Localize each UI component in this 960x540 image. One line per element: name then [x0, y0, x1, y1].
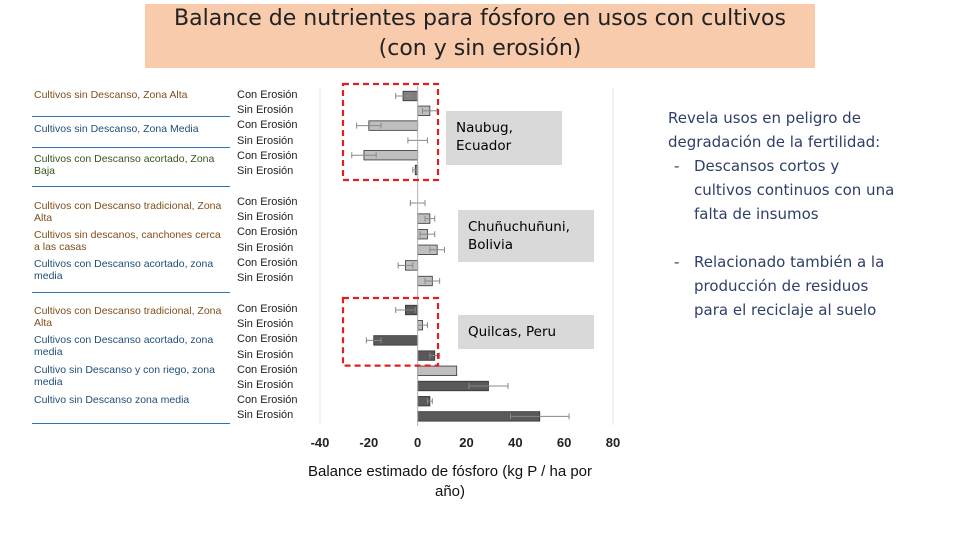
note-bullet-1-text: Descansos cortos y cultivos continuos co…	[694, 157, 895, 223]
row-label: Cultivo sin Descanso y con riego, zona m…	[34, 364, 215, 388]
row-label: Cultivos sin descanos, canchones cerca a…	[34, 229, 221, 253]
x-axis-title: Balance estimado de fósforo (kg P / ha p…	[307, 463, 593, 500]
erosion-label: Sin Erosión	[237, 211, 294, 224]
row-label: Cultivos con Descanso acortado, zona med…	[34, 334, 214, 358]
label-divider	[32, 147, 230, 148]
erosion-label: Con Erosión	[237, 226, 298, 239]
row-label: Cultivos sin Descanso, Zona Media	[34, 123, 199, 135]
label-divider	[32, 423, 230, 424]
erosion-label: Sin Erosión	[237, 165, 294, 177]
x-tick-label: 40	[508, 435, 522, 450]
erosion-label: Con Erosión	[237, 303, 298, 315]
erosion-label: Sin Erosión	[237, 241, 294, 254]
highlight-box	[341, 82, 440, 182]
erosion-label: Con Erosión	[237, 333, 298, 346]
label-divider	[32, 186, 230, 187]
highlight-box	[341, 296, 440, 367]
row-label: Cultivos con Descanso tradicional, Zona …	[34, 305, 222, 329]
bar	[417, 365, 458, 376]
site-label-naubug: Naubug, Ecuador	[446, 111, 562, 165]
erosion-label: Sin Erosión	[237, 134, 294, 147]
erosion-label: Sin Erosión	[237, 318, 294, 331]
x-tick-label: -20	[359, 435, 378, 450]
erosion-label: Sin Erosión	[237, 409, 294, 422]
erosion-label: Con Erosión	[237, 394, 298, 407]
label-divider	[32, 116, 230, 117]
erosion-label: Con Erosión	[237, 149, 298, 162]
note-bullet-2-text: Relacionado también a la producción de r…	[694, 253, 885, 319]
x-tick-label: 60	[557, 435, 571, 450]
erosion-label: Con Erosión	[237, 89, 298, 101]
erosion-label: Sin Erosión	[237, 104, 294, 117]
erosion-label: Sin Erosión	[237, 272, 294, 284]
erosion-label: Sin Erosión	[237, 379, 294, 391]
row-label: Cultivos sin Descanso, Zona Alta	[34, 89, 188, 101]
chart-title-line-1: Balance de nutrientes para fósforo en us…	[174, 6, 786, 31]
row-label: Cultivo sin Descanso zona media	[34, 394, 190, 406]
note-bullet-1: - Descansos cortos y cultivos continuos c…	[668, 154, 898, 226]
erosion-label: Con Erosión	[237, 119, 298, 132]
chart-title-line-2: (con y sin erosión)	[378, 36, 582, 61]
row-label: Cultivos con Descanso tradicional, Zona …	[34, 200, 222, 224]
erosion-label: Con Erosión	[237, 363, 298, 376]
note-bullet-2: - Relacionado también a la producción de …	[668, 250, 898, 322]
site-label-chunuchununi: Chuñuchuñuni, Bolivia	[458, 210, 594, 262]
label-divider	[32, 292, 230, 293]
x-tick-label: -40	[311, 435, 330, 450]
x-tick-label: 80	[606, 435, 620, 450]
erosion-label: Con Erosión	[237, 196, 298, 208]
chart-title: Balance de nutrientes para fósforo en us…	[145, 4, 815, 68]
observation-note: Revela usos en peligro de degradación de…	[668, 106, 898, 322]
x-tick-label: 0	[414, 435, 421, 450]
row-label: Cultivos con Descanso acortado, Zona Baj…	[34, 153, 215, 177]
site-label-quilcas: Quilcas, Peru	[458, 315, 594, 349]
row-label: Cultivos con Descanso acortado, zona med…	[34, 258, 214, 282]
erosion-label: Sin Erosión	[237, 348, 294, 361]
erosion-label: Con Erosión	[237, 256, 298, 269]
note-intro: Revela usos en peligro de degradación de…	[668, 109, 881, 151]
x-tick-label: 20	[459, 435, 473, 450]
